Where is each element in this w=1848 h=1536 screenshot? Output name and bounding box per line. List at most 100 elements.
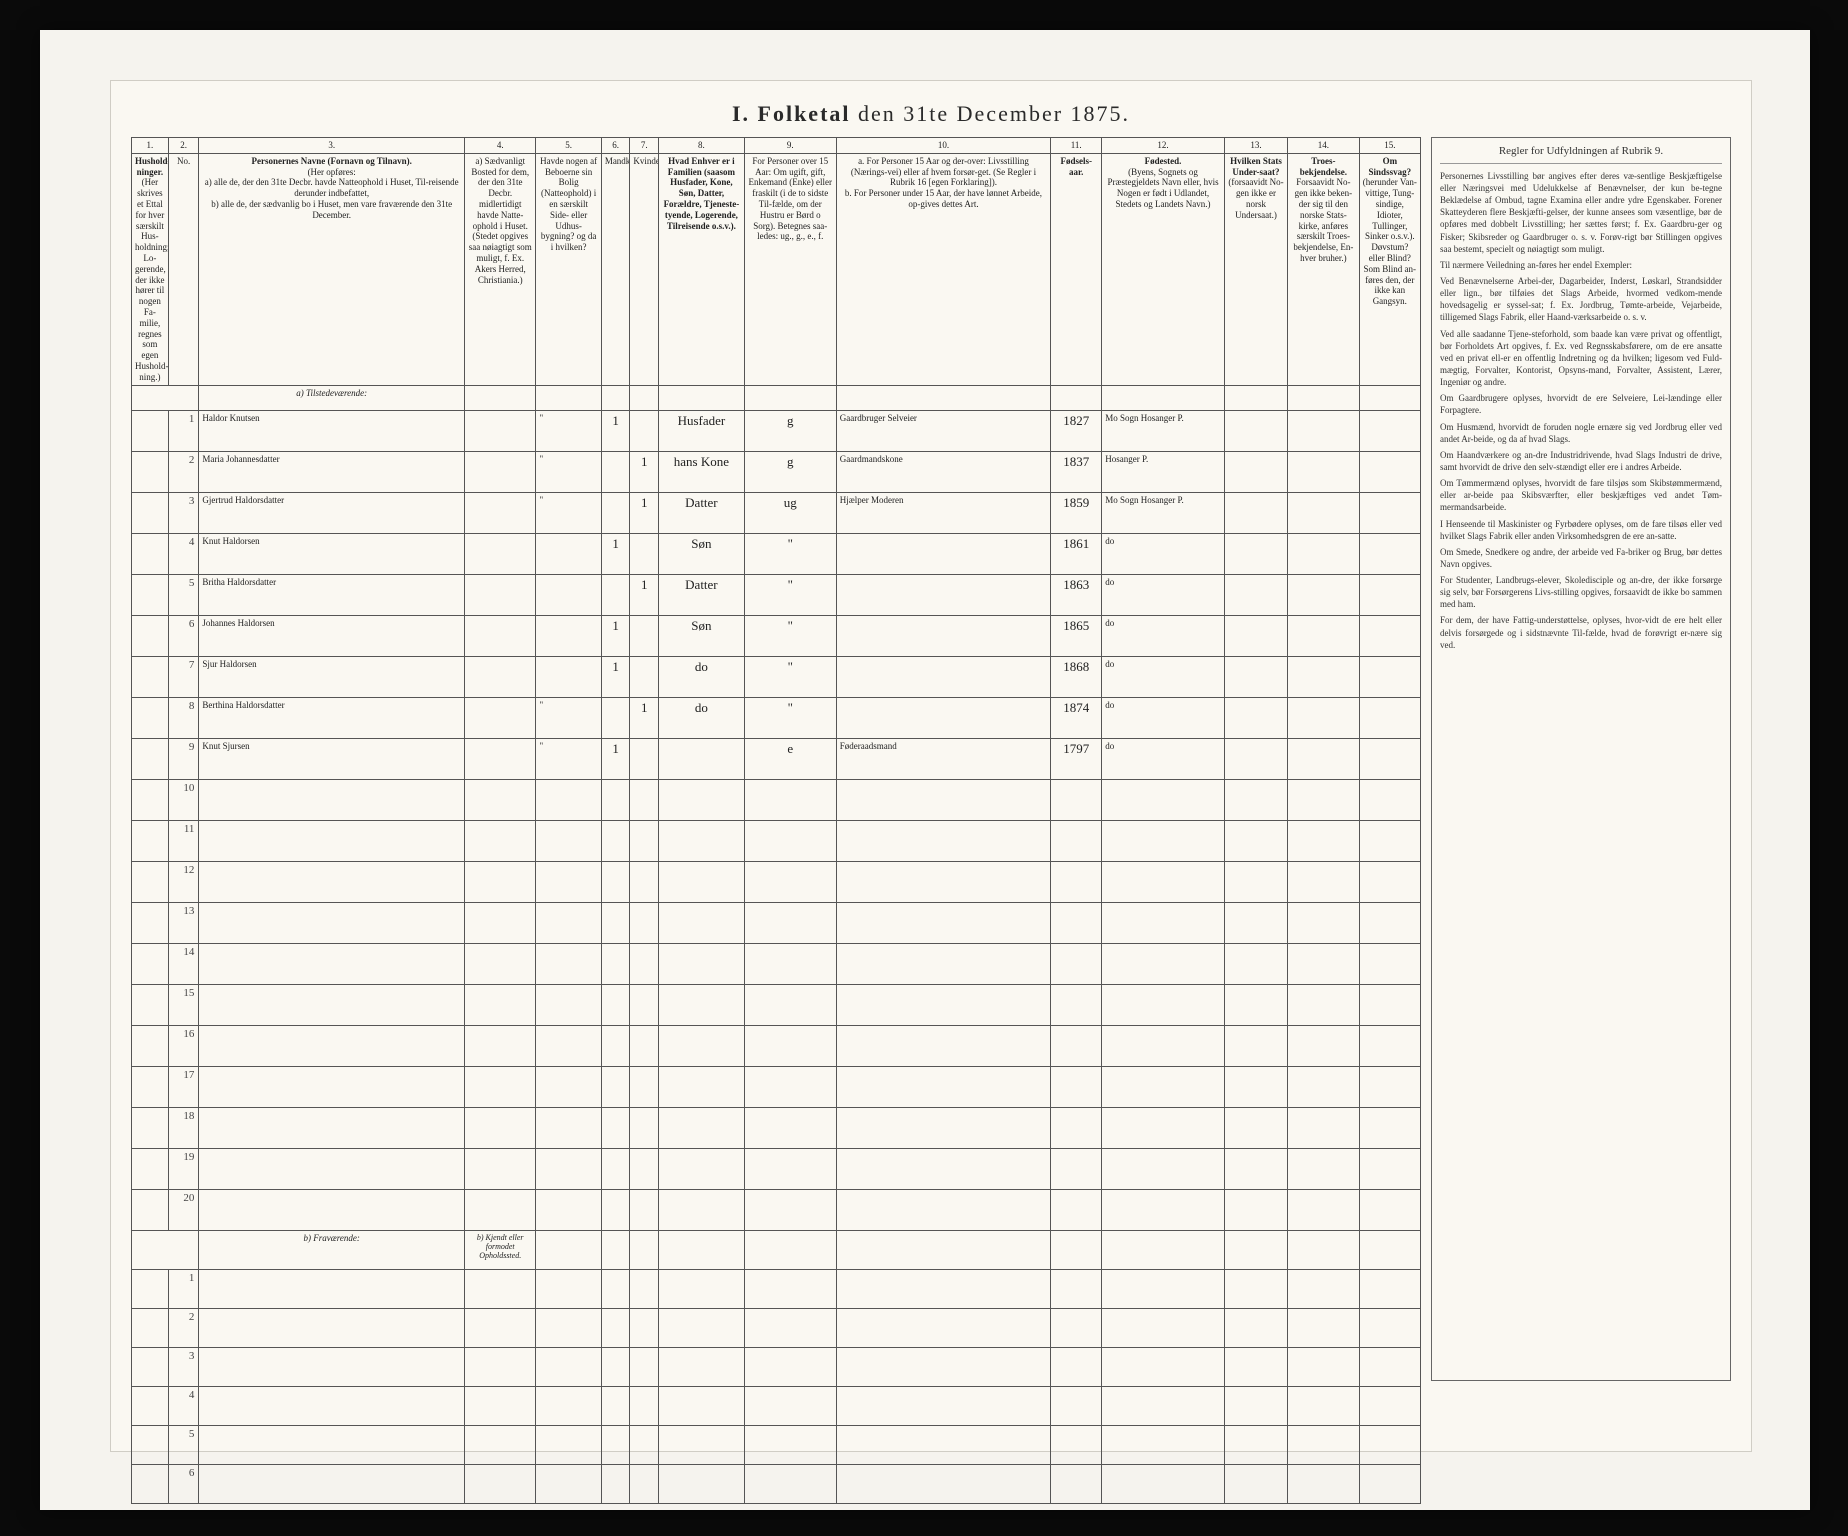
table-row: 9Knut Sjursen"1eFøderaadsmand1797do bbox=[132, 738, 1421, 779]
cell bbox=[1288, 1308, 1359, 1347]
cell: " bbox=[536, 451, 601, 492]
cell bbox=[132, 1269, 169, 1308]
col-num: 15. bbox=[1359, 138, 1420, 154]
header-cell: For Personer over 15 Aar: Om ugift, gift… bbox=[744, 153, 836, 385]
cell bbox=[1288, 902, 1359, 943]
cell bbox=[1288, 943, 1359, 984]
cell: 13 bbox=[168, 902, 199, 943]
cell bbox=[464, 1066, 535, 1107]
cell bbox=[1359, 1107, 1420, 1148]
cell bbox=[199, 1425, 465, 1464]
rules-body: Personernes Livsstilling bør angives eft… bbox=[1440, 170, 1722, 651]
cell bbox=[132, 1025, 169, 1066]
cell bbox=[536, 1425, 601, 1464]
table-row: 7Sjur Haldorsen1do"1868do bbox=[132, 656, 1421, 697]
cell: 1827 bbox=[1051, 410, 1102, 451]
header-cell: Troes-bekjendelse.Forsaavidt No-gen ikke… bbox=[1288, 153, 1359, 385]
cell bbox=[1359, 1148, 1420, 1189]
cell: " bbox=[536, 738, 601, 779]
cell: 5 bbox=[168, 574, 199, 615]
cell bbox=[744, 779, 836, 820]
cell bbox=[744, 1148, 836, 1189]
col-num: 8. bbox=[659, 138, 745, 154]
table-row: 19 bbox=[132, 1148, 1421, 1189]
cell bbox=[1102, 1464, 1225, 1503]
cell bbox=[630, 1386, 659, 1425]
table-row: 6 bbox=[132, 1464, 1421, 1503]
cell bbox=[1288, 697, 1359, 738]
cell bbox=[199, 1308, 465, 1347]
title-left: I. Folketal bbox=[732, 101, 851, 126]
scan-frame: I. Folketal den 31te December 1875. 1.2.… bbox=[40, 30, 1810, 1510]
cell bbox=[132, 1189, 169, 1230]
cell: 1 bbox=[630, 697, 659, 738]
cell: 4 bbox=[168, 533, 199, 574]
cell bbox=[1102, 861, 1225, 902]
col-num: 2. bbox=[168, 138, 199, 154]
table-row: 3Gjertrud Haldorsdatter"1DatterugHjælper… bbox=[132, 492, 1421, 533]
cell bbox=[659, 984, 745, 1025]
cell bbox=[659, 1347, 745, 1386]
cell bbox=[630, 779, 659, 820]
cell bbox=[132, 615, 169, 656]
cell bbox=[199, 902, 465, 943]
cell bbox=[601, 492, 630, 533]
cell bbox=[464, 738, 535, 779]
cell bbox=[1102, 1025, 1225, 1066]
cell bbox=[1359, 1308, 1420, 1347]
cell bbox=[1224, 492, 1287, 533]
cell: " bbox=[744, 656, 836, 697]
cell bbox=[659, 1464, 745, 1503]
cell bbox=[536, 1148, 601, 1189]
cell bbox=[536, 1189, 601, 1230]
cell bbox=[464, 615, 535, 656]
cell bbox=[659, 1386, 745, 1425]
cell: 1861 bbox=[1051, 533, 1102, 574]
cell bbox=[744, 1464, 836, 1503]
cell: 9 bbox=[168, 738, 199, 779]
col-num: 9. bbox=[744, 138, 836, 154]
cell bbox=[1288, 820, 1359, 861]
cell bbox=[199, 943, 465, 984]
cell: 1868 bbox=[1051, 656, 1102, 697]
cell bbox=[464, 533, 535, 574]
cell bbox=[630, 1308, 659, 1347]
cell bbox=[1288, 574, 1359, 615]
cell bbox=[132, 492, 169, 533]
cell bbox=[132, 902, 169, 943]
rules-paragraph: Om Smede, Snedkere og andre, der arbeide… bbox=[1440, 546, 1722, 570]
cell bbox=[199, 1464, 465, 1503]
page-title: I. Folketal den 31te December 1875. bbox=[111, 81, 1751, 137]
cell: Husfader bbox=[659, 410, 745, 451]
cell bbox=[744, 1107, 836, 1148]
cell bbox=[630, 1464, 659, 1503]
cell: 2 bbox=[168, 451, 199, 492]
cell bbox=[601, 1189, 630, 1230]
cell bbox=[659, 1308, 745, 1347]
cell bbox=[1102, 779, 1225, 820]
cell: 17 bbox=[168, 1066, 199, 1107]
cell bbox=[744, 1425, 836, 1464]
cell: 1 bbox=[601, 615, 630, 656]
cell bbox=[601, 1148, 630, 1189]
cell bbox=[1051, 1066, 1102, 1107]
cell: 1 bbox=[601, 533, 630, 574]
rules-paragraph: For dem, der have Fattig-understøttelse,… bbox=[1440, 614, 1722, 650]
cell: 1 bbox=[630, 492, 659, 533]
cell bbox=[630, 533, 659, 574]
cell bbox=[836, 779, 1050, 820]
cell bbox=[464, 1425, 535, 1464]
cell: 1 bbox=[601, 410, 630, 451]
cell: 1797 bbox=[1051, 738, 1102, 779]
cell bbox=[630, 820, 659, 861]
cell bbox=[659, 1107, 745, 1148]
cell bbox=[1224, 1269, 1287, 1308]
cell bbox=[836, 943, 1050, 984]
header-cell: a) Sædvanligt Bosted for dem, der den 31… bbox=[464, 153, 535, 385]
table-row: 16 bbox=[132, 1025, 1421, 1066]
cell bbox=[744, 1189, 836, 1230]
cell bbox=[464, 492, 535, 533]
cell bbox=[1102, 943, 1225, 984]
cell bbox=[1102, 1189, 1225, 1230]
cell bbox=[1288, 984, 1359, 1025]
